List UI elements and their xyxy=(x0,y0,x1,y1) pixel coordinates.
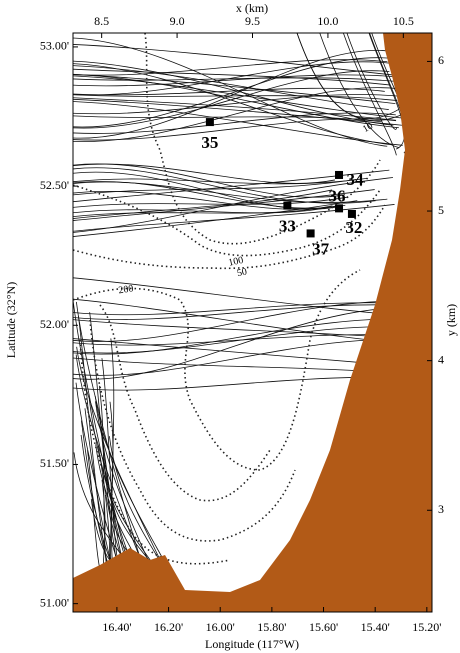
x-tick-label: 16.20' xyxy=(154,620,183,634)
y2-tick-label: 6 xyxy=(438,53,444,67)
x2-tick-label: 9.5 xyxy=(245,14,260,28)
trajectory xyxy=(73,112,396,134)
station-label: 33 xyxy=(279,216,296,235)
y2-tick-label: 4 xyxy=(438,352,444,366)
x2-tick-label: 10.0 xyxy=(317,14,338,28)
trajectory xyxy=(73,94,398,101)
trajectory xyxy=(73,70,390,129)
trajectory xyxy=(73,189,375,221)
station-label: 36 xyxy=(329,186,346,205)
x-axis-label: Longitude (117°W) xyxy=(205,637,299,651)
station-marker xyxy=(283,201,292,210)
trajectory xyxy=(296,33,406,121)
station-marker xyxy=(335,204,344,213)
trajectory xyxy=(73,61,391,96)
y-tick-label: 52.00' xyxy=(40,317,69,331)
contour xyxy=(144,33,381,245)
station-label: 34 xyxy=(347,170,365,189)
trajectory xyxy=(73,171,339,210)
trajectory xyxy=(73,87,398,142)
coastline-land xyxy=(73,33,432,612)
x2-tick-label: 10.5 xyxy=(393,14,414,28)
contour xyxy=(73,184,381,257)
trajectory xyxy=(73,200,358,237)
depth-contours xyxy=(73,33,386,565)
trajectory xyxy=(73,189,333,219)
y-tick-label: 53.00' xyxy=(40,39,69,53)
trajectory xyxy=(73,97,396,121)
station-label: 37 xyxy=(312,239,330,258)
y-tick-label: 51.50' xyxy=(40,456,69,470)
y2-axis-label: y (km) xyxy=(444,304,458,336)
trajectories xyxy=(73,33,432,612)
x-tick-label: 16.00' xyxy=(206,620,235,634)
trajectory xyxy=(73,177,367,185)
x-tick-label: 16.40' xyxy=(102,620,131,634)
trajectory xyxy=(73,59,388,76)
station-label: 32 xyxy=(345,218,362,237)
trajectory xyxy=(73,37,388,147)
trajectory xyxy=(73,68,391,86)
trajectory xyxy=(73,196,348,208)
trajectory xyxy=(73,65,389,110)
x-tick-label: 15.80' xyxy=(257,620,286,634)
contour xyxy=(99,304,271,502)
y2-tick-label: 3 xyxy=(438,502,444,516)
contour xyxy=(73,269,361,471)
trajectory xyxy=(73,74,404,87)
trajectory xyxy=(346,33,397,130)
y-tick-label: 52.50' xyxy=(40,178,69,192)
trajectory xyxy=(73,205,333,217)
x2-axis-label: x (km) xyxy=(236,1,268,15)
contour-label: 10 xyxy=(361,121,375,136)
trajectory xyxy=(73,98,402,126)
station-marker xyxy=(347,209,356,218)
trajectory xyxy=(73,49,390,139)
x2-tick-label: 9.0 xyxy=(170,14,185,28)
contour xyxy=(79,339,231,565)
x-tick-label: 15.40' xyxy=(361,620,390,634)
x2-tick-label: 8.5 xyxy=(94,14,109,28)
trajectory xyxy=(73,73,399,129)
trajectory xyxy=(73,178,357,196)
x-tick-label: 15.60' xyxy=(309,620,338,634)
station-marker xyxy=(335,170,344,179)
trajectory xyxy=(73,206,332,214)
x-tick-label: 15.20' xyxy=(412,620,441,634)
station-marker xyxy=(306,229,315,238)
y2-tick-label: 5 xyxy=(438,203,444,217)
y-tick-label: 51.00' xyxy=(40,595,69,609)
contour xyxy=(73,204,386,270)
station-marker xyxy=(205,118,214,127)
y-axis-label: Latitude (32°N) xyxy=(4,282,18,358)
contour-label: 200 xyxy=(118,283,134,296)
trajectory xyxy=(73,181,388,203)
trajectory xyxy=(73,74,396,104)
trajectory xyxy=(73,44,395,76)
trajectory xyxy=(73,167,376,204)
station-label: 35 xyxy=(201,133,218,152)
contour-label: 50 xyxy=(236,266,248,279)
trajectory xyxy=(342,33,397,156)
trajectory xyxy=(73,181,346,209)
trajectory xyxy=(73,77,401,83)
trajectory xyxy=(73,163,346,198)
trajectory xyxy=(319,33,400,149)
contour-label: 100 xyxy=(227,255,244,269)
contour xyxy=(89,319,296,542)
